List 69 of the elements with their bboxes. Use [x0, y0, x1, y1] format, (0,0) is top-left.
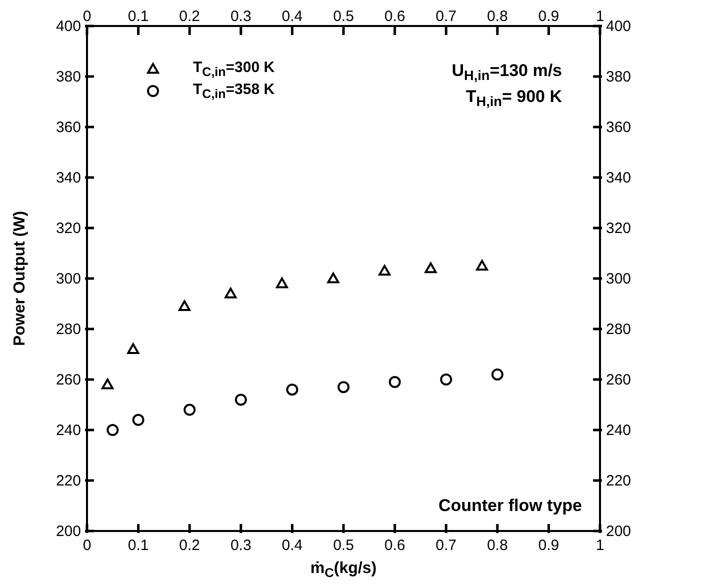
point	[234, 394, 247, 406]
point	[327, 272, 340, 284]
y-axis-title: Power Output (W)	[12, 210, 29, 346]
y-tick-label: 220	[56, 472, 81, 490]
annotation: Counter flow type	[438, 496, 582, 515]
point	[132, 414, 144, 426]
point	[338, 381, 350, 394]
point	[424, 262, 437, 274]
point	[106, 424, 119, 436]
y-tick-label: 240	[56, 422, 81, 439]
y-tick-label: 340	[56, 170, 81, 186]
point	[440, 374, 452, 386]
point	[378, 264, 391, 276]
x2-tick-label: 0.9	[538, 537, 560, 554]
x2-tick-label: 0.5	[333, 537, 354, 554]
x2-tick-label: 1	[596, 537, 604, 554]
y2-tick-label: 340	[606, 170, 632, 186]
annotation: U$_{H,in}$=130 m/s	[452, 61, 562, 84]
point	[491, 368, 504, 380]
point	[276, 278, 288, 288]
point	[127, 343, 140, 354]
x-tick-label: 0	[82, 8, 92, 25]
y-tick-label: 380	[56, 68, 81, 86]
x2-tick-label: 0	[82, 537, 92, 554]
x-tick-label: 0.9	[538, 8, 560, 25]
x2-tick-label: 0.3	[230, 537, 252, 554]
annotation: T$_{H,in}$= 900 K	[466, 87, 563, 110]
y-tick-label: 400	[56, 18, 81, 35]
y2-tick-label: 260	[606, 372, 632, 388]
point	[102, 378, 114, 390]
x-tick-label: 0.6	[384, 8, 406, 25]
x-tick-label: 0.3	[230, 8, 252, 25]
y2-tick-label: 200	[606, 523, 632, 540]
legend-label: T$_{C,in}$=300 K	[193, 59, 275, 79]
y-tick-label: 200	[56, 523, 81, 540]
point	[224, 288, 237, 298]
point	[476, 260, 488, 271]
point	[178, 300, 190, 312]
y2-tick-label: 380	[606, 68, 632, 86]
y-tick-label: 360	[56, 119, 81, 136]
x2-tick-label: 0.6	[384, 537, 406, 554]
x-tick-label: 1	[596, 8, 604, 25]
x2-tick-label: 0.7	[436, 537, 457, 554]
x-tick-label: 0.7	[436, 8, 457, 25]
legend-label: T$_{C,in}$=358 K	[193, 81, 275, 101]
y-tick-label: 280	[56, 321, 81, 338]
y2-tick-label: 320	[606, 220, 632, 237]
y2-tick-label: 360	[606, 119, 632, 136]
y-tick-label: 320	[56, 220, 81, 237]
x2-tick-label: 0.2	[179, 537, 200, 554]
y2-tick-label: 400	[606, 18, 632, 35]
y-tick-label: 300	[56, 270, 81, 288]
x-tick-label: 0.8	[486, 8, 508, 25]
x-tick-label: 0.2	[179, 8, 200, 25]
x-axis-title: ṁ$_{C}$(kg/s)	[310, 560, 377, 580]
point	[286, 384, 298, 396]
x2-tick-label: 0.1	[128, 537, 149, 554]
point	[184, 404, 196, 416]
y-tick-label: 260	[56, 372, 81, 388]
point	[388, 376, 401, 388]
y2-tick-label: 280	[606, 321, 632, 338]
y2-tick-label: 220	[606, 472, 632, 490]
x-tick-label: 0.5	[333, 8, 354, 25]
x-tick-label: 0.1	[128, 8, 149, 25]
y2-tick-label: 300	[606, 270, 632, 288]
x2-tick-label: 0.8	[486, 537, 508, 554]
x-tick-label: 0.4	[282, 8, 303, 25]
x2-tick-label: 0.4	[282, 537, 303, 554]
y2-tick-label: 240	[606, 422, 632, 439]
